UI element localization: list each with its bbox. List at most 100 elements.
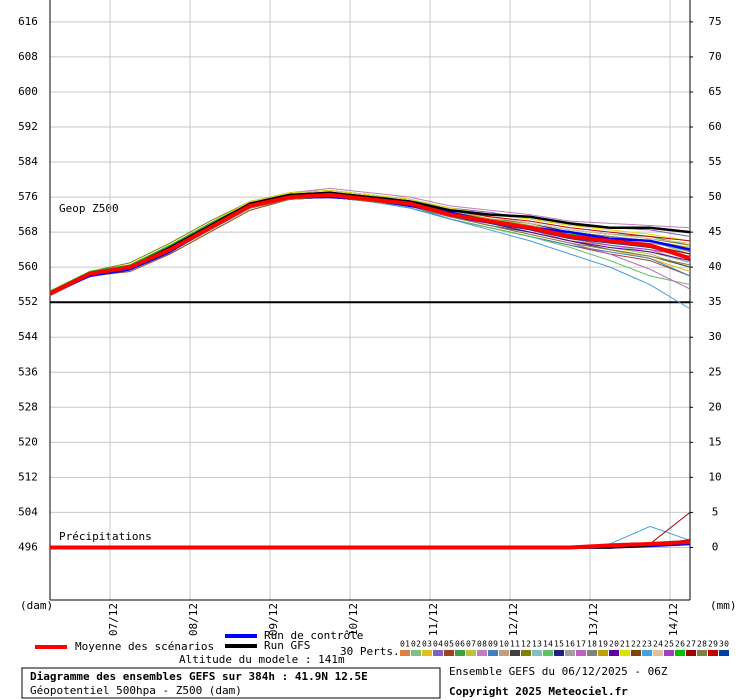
- legend-label: 09: [488, 640, 498, 649]
- y2-tick-label: 35: [708, 295, 721, 308]
- y-tick-label: 536: [18, 365, 38, 378]
- legend-swatch: [653, 650, 663, 656]
- legend-swatch: [686, 650, 696, 656]
- legend-label: 21: [620, 640, 630, 649]
- legend-label: 18: [587, 640, 597, 649]
- legend-label: 19: [598, 640, 608, 649]
- altitude: Altitude du modele : 141m: [179, 653, 345, 666]
- legend-swatch: [631, 650, 641, 656]
- legend-label: 13: [532, 640, 542, 649]
- y-tick-label: 584: [18, 155, 38, 168]
- run-info: Ensemble GEFS du 06/12/2025 - 06Z: [449, 665, 668, 678]
- legend-swatch: [576, 650, 586, 656]
- legend-label: 06: [455, 640, 465, 649]
- x-tick-label: 07/12: [107, 603, 120, 636]
- y2-tick-label: 60: [708, 120, 721, 133]
- y-tick-label: 576: [18, 190, 38, 203]
- y-tick-label: 496: [18, 540, 38, 553]
- legend-label: 22: [631, 640, 641, 649]
- perturbations-label: 30 Perts.: [340, 645, 400, 658]
- y-tick-label: 560: [18, 260, 38, 273]
- legend-label: 01: [400, 640, 410, 649]
- legend-swatch: [565, 650, 575, 656]
- legend-swatch: [411, 650, 421, 656]
- legend-swatch: [400, 650, 410, 656]
- y2-tick-label: 45: [708, 225, 721, 238]
- legend-label: 15: [554, 640, 564, 649]
- legend-swatch: [598, 650, 608, 656]
- x-tick-label: 08/12: [187, 603, 200, 636]
- x-tick-label: 11/12: [427, 603, 440, 636]
- annotation: Geop Z500: [59, 202, 119, 215]
- legend-swatch: [499, 650, 509, 656]
- legend-swatch: [455, 650, 465, 656]
- legend-label: Moyenne des scénarios: [75, 640, 214, 653]
- legend-swatch: [554, 650, 564, 656]
- y-tick-label: 568: [18, 225, 38, 238]
- x-tick-label: 12/12: [507, 603, 520, 636]
- legend-swatch: [532, 650, 542, 656]
- copyright: Copyright 2025 Meteociel.fr: [449, 685, 628, 698]
- legend-label: 26: [675, 640, 685, 649]
- y2-tick-label: 20: [708, 400, 721, 413]
- legend-label: 23: [642, 640, 652, 649]
- legend-swatch: [609, 650, 619, 656]
- y-tick-label: 552: [18, 295, 38, 308]
- legend-label: 02: [411, 640, 421, 649]
- x-tick-label: 14/12: [667, 603, 680, 636]
- legend-swatch: [620, 650, 630, 656]
- z500-line: [49, 192, 691, 296]
- legend-swatch: [477, 650, 487, 656]
- legend-swatch: [510, 650, 520, 656]
- y-tick-label: 512: [18, 470, 38, 483]
- legend-label: Run de contrôle: [264, 629, 363, 642]
- legend-swatch: [675, 650, 685, 656]
- legend-label: 16: [565, 640, 575, 649]
- legend-label: 28: [697, 640, 707, 649]
- y-tick-label: 544: [18, 330, 38, 343]
- y2-tick-label: 10: [708, 470, 721, 483]
- legend-label: Run GFS: [264, 639, 310, 652]
- y2-tick-label: 25: [708, 365, 721, 378]
- y2-tick-label: 30: [708, 330, 721, 343]
- x-tick-label: 13/12: [587, 603, 600, 636]
- legend-swatch: [587, 650, 597, 656]
- legend-label: 08: [477, 640, 487, 649]
- y2-tick-label: 0: [712, 540, 719, 553]
- footer-subtitle: Géopotentiel 500hpa - Z500 (dam): [30, 684, 242, 697]
- y-tick-label: 528: [18, 400, 38, 413]
- y-tick-label: 592: [18, 120, 38, 133]
- legend-swatch: [708, 650, 718, 656]
- legend-swatch: [433, 650, 443, 656]
- x-tick-label: 10/12: [347, 603, 360, 636]
- legend-label: 20: [609, 640, 619, 649]
- legend-swatch: [642, 650, 652, 656]
- legend-swatch: [697, 650, 707, 656]
- legend-label: 03: [422, 640, 432, 649]
- y2-tick-label: 5: [712, 505, 719, 518]
- y2-tick-label: 50: [708, 190, 721, 203]
- y2-tick-label: 75: [708, 15, 721, 28]
- legend-label: 10: [499, 640, 509, 649]
- legend-label: 11: [510, 640, 520, 649]
- annotation: Précipitations: [59, 530, 152, 543]
- legend-label: 05: [444, 640, 454, 649]
- legend-label: 17: [576, 640, 586, 649]
- y-axis-label: (dam): [20, 599, 53, 612]
- legend-label: 27: [686, 640, 696, 649]
- legend-swatch: [543, 650, 553, 656]
- legend-swatch: [444, 650, 454, 656]
- y2-tick-label: 15: [708, 435, 721, 448]
- y2-tick-label: 65: [708, 85, 721, 98]
- legend-label: 24: [653, 640, 663, 649]
- precip-line: [50, 539, 691, 550]
- footer-title: Diagramme des ensembles GEFS sur 384h : …: [30, 670, 368, 683]
- y-tick-label: 616: [18, 15, 38, 28]
- y2-tick-label: 40: [708, 260, 721, 273]
- legend-swatch: [422, 650, 432, 656]
- legend-label: 29: [708, 640, 718, 649]
- y2-tick-label: 55: [708, 155, 721, 168]
- legend-label: 25: [664, 640, 674, 649]
